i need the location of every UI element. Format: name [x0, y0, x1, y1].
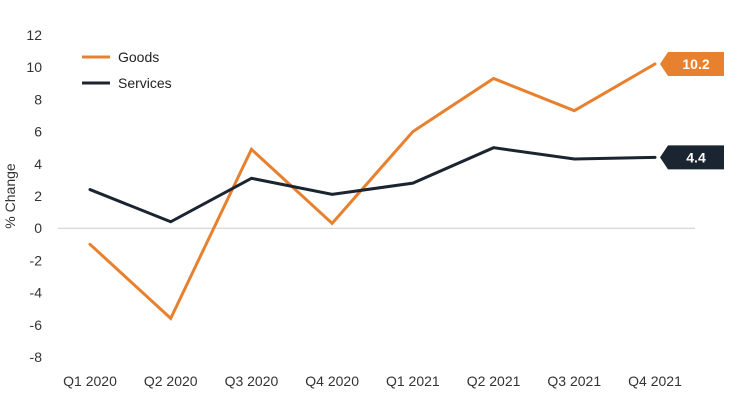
x-tick-label: Q4 2021: [628, 373, 682, 389]
series-layer: [88, 62, 657, 321]
x-tick-label: Q2 2021: [467, 373, 521, 389]
x-tick-label: Q1 2020: [63, 373, 117, 389]
y-tick-label: 6: [34, 124, 42, 140]
y-tick-label: -2: [30, 252, 43, 268]
y-tick-label: 12: [26, 27, 42, 43]
y-tick-label: 2: [34, 188, 42, 204]
y-tick-label: 4: [34, 156, 42, 172]
series-line-goods: [88, 62, 657, 321]
end-labels: 10.2 4.4: [660, 51, 724, 170]
y-tick-label: 8: [34, 91, 42, 107]
end-label-value-goods: 10.2: [682, 56, 709, 72]
y-tick-label: -8: [30, 349, 43, 365]
x-tick-label: Q1 2021: [386, 373, 440, 389]
y-axis-label: % Change: [2, 163, 18, 229]
series-line-services: [88, 146, 657, 224]
x-axis-ticks: Q1 2020 Q2 2020 Q3 2020 Q4 2020 Q1 2021 Q2 20…: [63, 373, 682, 389]
y-axis-ticks: -8 -6 -4 -2 0 2 4 6 8 10 12: [26, 27, 42, 365]
y-tick-label: 10: [26, 59, 42, 75]
end-label-flag-services: [660, 145, 724, 170]
legend-label-services: Services: [118, 75, 172, 91]
y-tick-label: -6: [30, 317, 43, 333]
x-tick-label: Q4 2020: [305, 373, 359, 389]
y-tick-label: 0: [34, 220, 42, 236]
legend-label-goods: Goods: [118, 49, 159, 65]
end-label-flag-goods: [660, 51, 724, 76]
x-tick-label: Q2 2020: [144, 373, 198, 389]
x-tick-label: Q3 2021: [547, 373, 601, 389]
end-label-value-services: 4.4: [686, 149, 706, 165]
legend: Goods Services: [82, 49, 172, 91]
x-tick-label: Q3 2020: [225, 373, 279, 389]
y-tick-label: -4: [30, 285, 43, 301]
